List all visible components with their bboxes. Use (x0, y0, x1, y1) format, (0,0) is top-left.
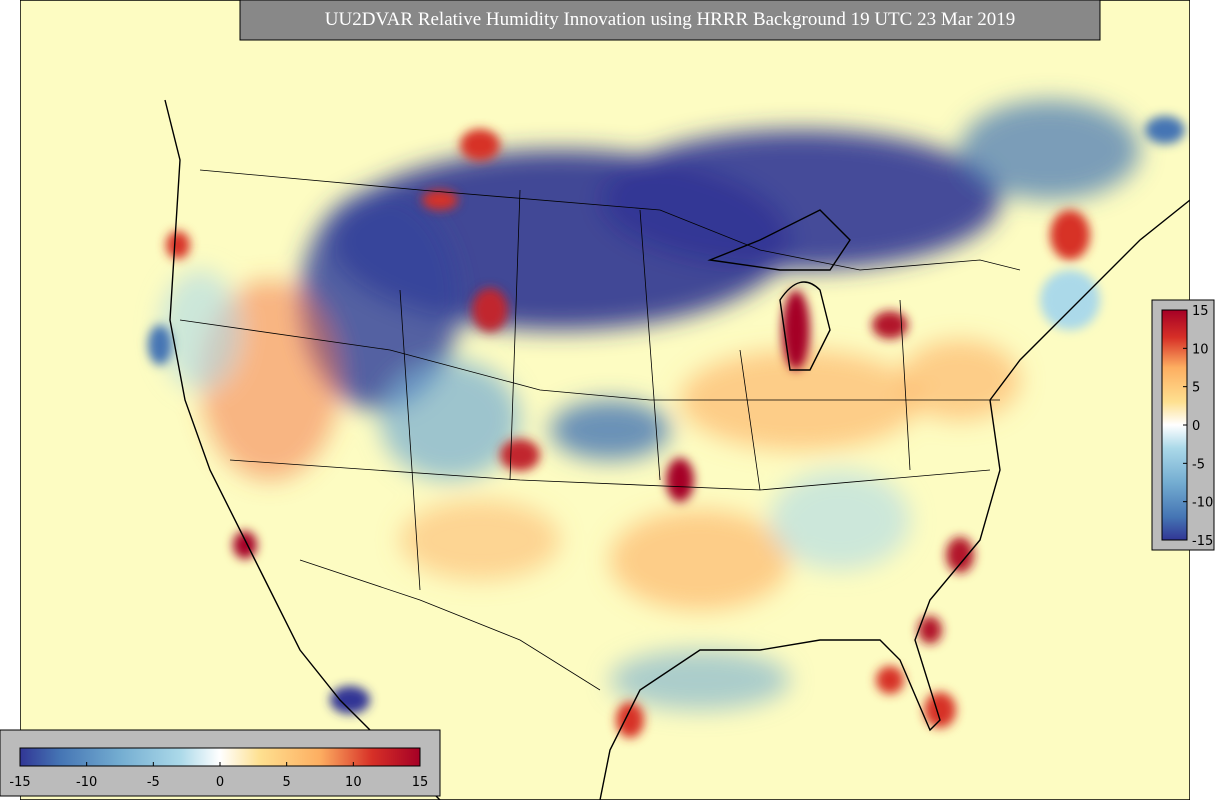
tick-label: 15 (412, 775, 429, 790)
tick-label: -5 (147, 775, 160, 790)
tick-label: -5 (1192, 457, 1205, 472)
title-box: UU2DVAR Relative Humidity Innovation usi… (239, 0, 1101, 41)
innovation-blobs (160, 100, 1140, 710)
tick-label: -10 (76, 775, 97, 790)
tick-label: 0 (216, 775, 224, 790)
colorbar-right (1151, 299, 1215, 551)
innovation-spots (148, 116, 1185, 738)
tick-label: 10 (345, 775, 362, 790)
borders (179, 169, 1021, 691)
tick-label: 10 (1192, 342, 1209, 357)
map-field (20, 0, 1190, 800)
coastlines (164, 99, 1190, 800)
tick-label: 15 (1192, 304, 1209, 319)
colorbar-ticks: 15 10 5 0 -5 -10 -15 -15 -10 -5 0 5 10 15 (9, 304, 1213, 790)
tick-label: -10 (1192, 496, 1213, 511)
tick-label: 5 (1192, 381, 1200, 396)
tick-label: 0 (1192, 419, 1200, 434)
tick-label: -15 (9, 775, 30, 790)
tick-label: -15 (1192, 534, 1213, 549)
tick-label: 5 (283, 775, 291, 790)
map-title: UU2DVAR Relative Humidity Innovation usi… (325, 9, 1015, 30)
